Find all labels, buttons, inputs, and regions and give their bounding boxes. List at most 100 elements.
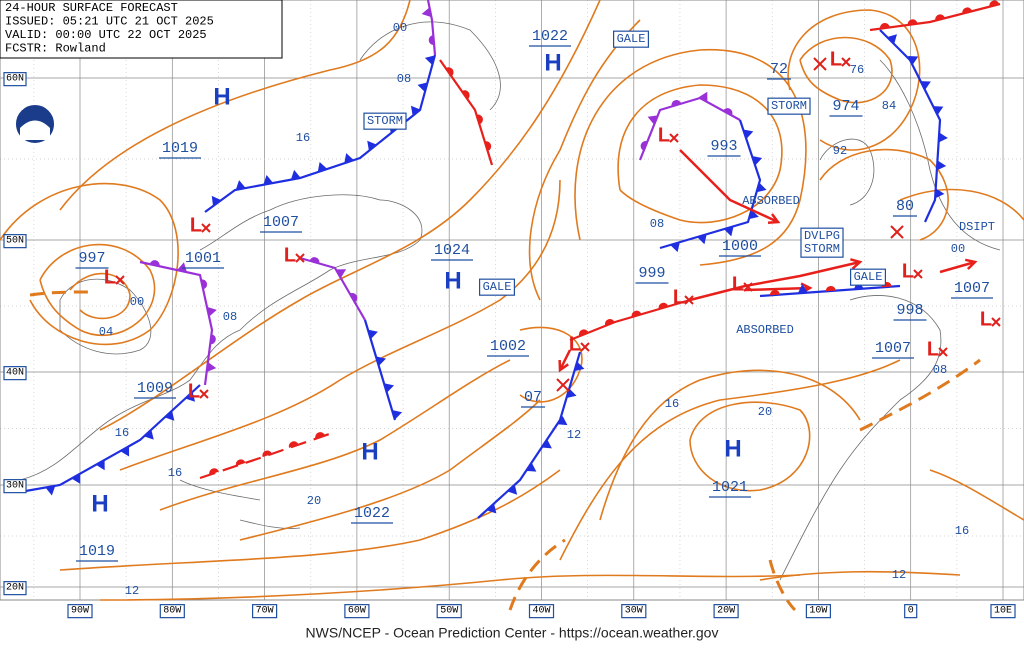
latitude-label: 60N [6,74,24,85]
front-barb [486,503,497,514]
label-box [3,581,27,596]
front-barb [756,182,767,193]
front-bump [484,141,492,152]
latitude-label: 50N [6,236,24,247]
label-box [159,604,185,619]
pressure-label: 1009 [137,380,173,397]
high-center: H [361,438,378,465]
isobar-label: 12 [125,584,139,598]
isobar-label: 08 [397,72,411,86]
high-center: H [444,267,461,294]
front-barb [45,485,56,496]
front-barb [797,283,808,294]
pressure-label: 1002 [490,338,526,355]
latitude-label: 30N [6,481,24,492]
warm-front [439,59,494,166]
note-label: ABSORBED [736,323,794,337]
front-barb [421,7,432,18]
cold-front [879,29,942,223]
front-bump [428,35,435,46]
label-box [3,234,27,249]
pressure-label: 998 [896,302,923,319]
high-center: H [213,83,230,110]
longitude-label: 0 [908,606,914,617]
front-barb [723,226,734,237]
front-bump [631,310,642,318]
front-bump [825,285,836,292]
low-center-mark [669,133,679,143]
front-barb [410,105,421,116]
low-center: L [190,214,202,236]
motion-arrowhead [767,213,781,224]
latitude-label: 20N [6,583,24,594]
front-bump [349,293,358,303]
front-barb [71,473,81,484]
front-barb [557,415,568,426]
front-barb [697,234,707,245]
low-center: L [732,273,744,295]
front-barb [574,361,585,372]
front-barb [185,391,196,402]
warning-label: GALE [854,270,883,284]
front-barb [143,429,154,440]
graticule [0,0,1024,601]
front-barb [541,439,552,449]
pressure-label: 80 [896,198,914,215]
label-box [621,604,647,619]
warning-label: STORM [771,99,807,113]
front-barb [936,160,947,171]
arrow-front [558,349,572,371]
front-bump [235,459,246,466]
low-center-mark [201,223,211,233]
low-center-mark [913,269,923,279]
label-box [436,604,462,619]
front-bump [578,329,589,337]
label-box [363,112,407,130]
isobar-label: 16 [296,131,310,145]
low-center: L [927,338,939,360]
isobar-label: 00 [951,242,965,256]
arrow-front [689,260,861,302]
pressure-label: 1019 [162,140,198,157]
front-barb [177,262,187,273]
pressure-label: 72 [770,61,788,78]
header-line: 24-HOUR SURFACE FORECAST [5,1,178,15]
front-barb [120,446,130,457]
front-barb [507,484,518,495]
front-bump [907,19,918,25]
longitude-label: 10E [994,606,1012,617]
label-box [800,227,844,258]
front-bump [879,23,890,29]
label-box [990,604,1016,619]
label-box [344,604,370,619]
front-bump [769,289,780,296]
longitude-label: 50W [440,606,458,617]
front-barb [375,356,386,366]
front-barb [887,34,897,45]
front-barb [908,56,919,65]
warning-label: GALE [483,280,512,294]
pressure-label: 974 [832,98,859,115]
longitude-label: 80W [163,606,181,617]
front-bump [461,90,470,100]
dot-pattern-frame [0,0,1024,601]
isobar-label: 76 [850,63,864,77]
pressure-label: 1022 [532,28,568,45]
label-box [67,604,93,619]
troughs [29,290,981,612]
isobar-label: 16 [955,524,969,538]
header-box [0,0,283,59]
low-center-mark [743,282,753,292]
header-line: ISSUED: 05:21 UTC 21 OCT 2025 [5,15,214,29]
label-box [713,604,739,619]
low-center: L [188,380,200,402]
front-barb [290,169,301,180]
front-barb [417,82,428,93]
front-barb [743,129,754,139]
note-label: ABSORBED [742,194,800,208]
pressure-label: 1007 [954,280,990,297]
isobar-label: 20 [758,405,772,419]
front-barb [392,410,403,420]
motion-arrowhead [964,258,978,270]
